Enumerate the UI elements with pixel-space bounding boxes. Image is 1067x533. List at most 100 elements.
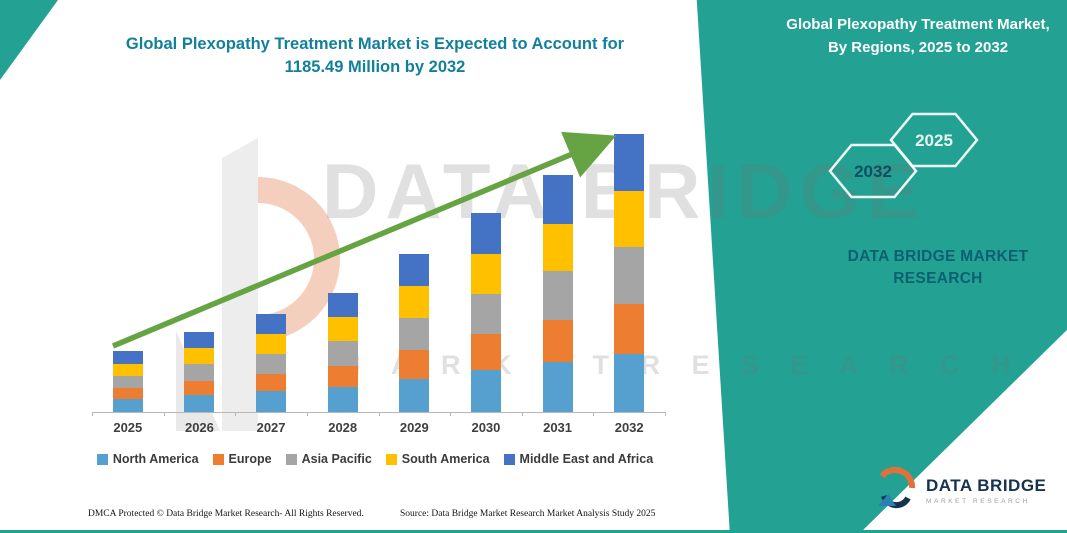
segment-north-america-2031 — [542, 362, 573, 412]
axis-tick — [450, 412, 452, 416]
segment-middle-east-and-africa-2032 — [614, 134, 645, 192]
logo-blue-wedge — [878, 494, 896, 506]
top-left-corner-accent — [0, 0, 58, 80]
segment-south-america-2027 — [256, 334, 287, 354]
legend-swatch — [96, 453, 108, 465]
stacked-bar-2025 — [112, 351, 143, 412]
bar-column-2030 — [450, 213, 522, 412]
x-axis-label-2032: 2032 — [614, 420, 644, 435]
x-axis-labels: 2025 2026 2027 2028 2029 2030 2031 2032 — [92, 420, 665, 435]
segment-asia-pacific-2026 — [184, 364, 215, 381]
bottom-teal-line — [0, 530, 1067, 533]
x-axis-label-2026: 2026 — [184, 420, 214, 435]
segment-asia-pacific-2025 — [112, 375, 143, 389]
chart-plot-area: 2025 2026 2027 2028 2029 2030 2031 2032 — [92, 134, 666, 435]
segment-north-america-2027 — [256, 391, 287, 412]
legend-label: North America — [112, 452, 199, 466]
chart-title: Global Plexopathy Treatment Market is Ex… — [125, 35, 625, 77]
stacked-bar-2032 — [614, 134, 645, 412]
segment-north-america-2028 — [327, 387, 358, 412]
stacked-bar-2031 — [542, 174, 573, 412]
bar-column-2031 — [522, 174, 594, 412]
segment-europe-2032 — [614, 303, 645, 354]
segment-europe-2028 — [327, 365, 358, 387]
axis-tick — [163, 412, 165, 416]
segment-middle-east-and-africa-2028 — [327, 293, 358, 318]
bars-row — [92, 134, 666, 416]
databridge-logo-icon — [878, 466, 916, 509]
legend-swatch — [212, 453, 224, 465]
legend-swatch — [385, 453, 397, 465]
axis-tick — [521, 412, 523, 416]
year-hexagons: 2032 2025 — [828, 112, 979, 199]
x-axis-label-2025: 2025 — [113, 420, 143, 435]
watermark-marketresearch-text: M A R K E T R E S E A R C H — [338, 350, 1023, 380]
segment-europe-2027 — [256, 373, 287, 392]
x-axis-label-2031: 2031 — [543, 420, 573, 435]
axis-tick — [92, 412, 93, 416]
segment-europe-2025 — [112, 388, 143, 400]
hexagon-2032-label: 2032 — [854, 162, 892, 181]
segment-north-america-2032 — [614, 353, 645, 412]
segment-north-america-2030 — [470, 370, 501, 412]
legend-label: Middle East and Africa — [519, 452, 654, 466]
bar-column-2028 — [307, 293, 379, 412]
segment-asia-pacific-2028 — [327, 341, 358, 366]
segment-middle-east-and-africa-2025 — [112, 351, 143, 364]
segment-europe-2030 — [470, 334, 501, 371]
stacked-bar-2028 — [327, 293, 358, 412]
legend-swatch — [503, 453, 515, 465]
legend-item-europe: Europe — [212, 452, 272, 466]
hexagon-2025-label: 2025 — [915, 131, 953, 150]
logo-orange-arc — [879, 466, 916, 489]
logo-subtitle: MARKET RESEARCH — [926, 497, 1030, 505]
segment-north-america-2029 — [399, 378, 430, 412]
bar-column-2029 — [379, 254, 451, 412]
x-axis-label-2028: 2028 — [328, 420, 358, 435]
axis-tick — [665, 412, 666, 416]
axis-tick — [235, 412, 237, 416]
segment-south-america-2026 — [184, 348, 215, 365]
x-axis-label-2027: 2027 — [256, 420, 286, 435]
hexagon-2025-outline — [889, 112, 979, 168]
axis-tick — [378, 412, 380, 416]
bar-column-2026 — [164, 332, 236, 412]
segment-middle-east-and-africa-2027 — [256, 314, 287, 335]
segment-asia-pacific-2027 — [256, 353, 287, 374]
legend-label: Asia Pacific — [301, 452, 372, 466]
segment-asia-pacific-2032 — [614, 246, 645, 304]
bar-column-2027 — [235, 314, 307, 412]
segment-europe-2026 — [184, 380, 215, 396]
segment-middle-east-and-africa-2026 — [184, 332, 215, 349]
axis-tick — [306, 412, 308, 416]
segment-south-america-2028 — [327, 317, 358, 342]
segment-asia-pacific-2031 — [542, 270, 573, 320]
legend-swatch — [285, 453, 297, 465]
legend-label: Europe — [228, 452, 272, 466]
segment-south-america-2030 — [470, 253, 501, 294]
segment-europe-2029 — [399, 350, 430, 379]
logo-text: DATA BRIDGE MARKET RESEARCH — [926, 476, 1046, 505]
stacked-bar-2027 — [256, 314, 287, 412]
bar-column-2032 — [593, 134, 665, 412]
ribbon-title: Global Plexopathy Treatment Market, By R… — [786, 16, 1050, 57]
legend-item-south-america: South America — [385, 452, 490, 466]
segment-middle-east-and-africa-2030 — [470, 213, 501, 254]
footer-source-text: Source: Data Bridge Market Research Mark… — [400, 509, 656, 519]
segment-south-america-2025 — [112, 363, 143, 376]
legend-item-middle-east-and-africa: Middle East and Africa — [503, 452, 654, 466]
segment-asia-pacific-2029 — [399, 318, 430, 351]
segment-north-america-2025 — [112, 399, 143, 412]
x-axis-label-2030: 2030 — [471, 420, 501, 435]
segment-asia-pacific-2030 — [470, 293, 501, 335]
segment-middle-east-and-africa-2031 — [542, 174, 573, 224]
stacked-bar-2029 — [399, 254, 430, 412]
chart-legend: North America Europe Asia Pacific South Ame… — [78, 452, 672, 466]
stacked-bar-2030 — [470, 213, 501, 412]
segment-south-america-2031 — [542, 223, 573, 271]
axis-tick — [593, 412, 595, 416]
logo-name: DATA BRIDGE — [926, 475, 1047, 495]
segment-europe-2031 — [542, 319, 573, 363]
ribbon-brand-text: DATA BRIDGE MARKET RESEARCH — [847, 248, 1029, 287]
